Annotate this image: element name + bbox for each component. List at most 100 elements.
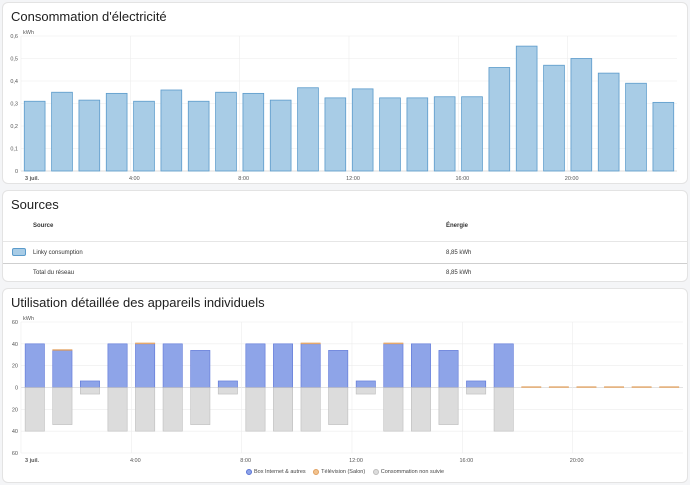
bar-hour-4 xyxy=(133,100,155,172)
bar-series-2-hour-13 xyxy=(383,387,404,432)
energy-chart: 0 0,1 0,2 0,3 0,4 0,5 0,6 kWh 3 juil. 4:00 8:00 12:… xyxy=(10,30,677,182)
header-energy[interactable]: Énergie xyxy=(446,223,469,229)
x-tick-label: 20:00 xyxy=(570,458,584,464)
bar-series-0-hour-12 xyxy=(355,380,376,388)
x-tick-label: 16:00 xyxy=(455,176,469,182)
devices-legend: Box Internet & autres Télévision (Salon)… xyxy=(3,469,687,475)
sources-card-title: Sources xyxy=(11,197,59,212)
bar-hour-6 xyxy=(187,100,210,172)
y-tick-label: 0,1 xyxy=(10,147,18,153)
y-tick-label: 0,2 xyxy=(10,124,18,130)
bar-series-0-hour-9 xyxy=(273,343,293,388)
bar-series-0-hour-6 xyxy=(190,350,211,388)
y-tick-label: 0,6 xyxy=(10,34,18,40)
bar-hour-2 xyxy=(78,99,101,172)
x-tick-label: 8:00 xyxy=(240,458,251,464)
x-tick-label: 20:00 xyxy=(565,176,579,182)
y-tick-label: 20 xyxy=(12,364,18,370)
bar-series-1-hour-20 xyxy=(576,386,597,388)
bar-series-1-hour-23 xyxy=(659,386,680,388)
bar-series-0-hour-4 xyxy=(135,343,156,388)
source-color-swatch xyxy=(12,248,26,256)
x-tick-label: 4:00 xyxy=(129,176,140,182)
bar-series-2-hour-10 xyxy=(300,387,321,432)
x-tick-label: 12:00 xyxy=(346,176,360,182)
bar-series-2-hour-2 xyxy=(80,387,100,395)
devices-card-title: Utilisation détaillée des appareils indi… xyxy=(11,295,265,310)
bar-hour-14 xyxy=(406,97,429,172)
bar-series-0-hour-2 xyxy=(80,380,100,388)
bar-series-2-hour-9 xyxy=(273,387,293,432)
bar-series-0-hour-16 xyxy=(466,380,487,388)
y-tick-label: 0,4 xyxy=(10,79,18,85)
bar-series-0-hour-7 xyxy=(217,380,238,388)
y-tick-label: 0,3 xyxy=(10,102,18,108)
bar-hour-15 xyxy=(433,96,456,172)
x-tick-label: 3 juil. xyxy=(25,458,40,464)
bar-hour-13 xyxy=(379,97,401,172)
bar-series-1-hour-22 xyxy=(631,386,652,388)
bar-hour-10 xyxy=(297,87,319,172)
bar-hour-22 xyxy=(625,82,647,172)
bar-series-2-hour-4 xyxy=(135,387,156,432)
bar-hour-20 xyxy=(570,58,593,172)
bar-hour-19 xyxy=(543,64,565,172)
bar-series-0-hour-0 xyxy=(24,343,45,388)
y-tick-label: 0,5 xyxy=(10,57,18,63)
y-tick-label: 40 xyxy=(12,342,18,348)
devices-card: Utilisation détaillée des appareils indi… xyxy=(2,288,688,483)
bar-series-2-hour-11 xyxy=(328,387,349,425)
bar-series-1-hour-1 xyxy=(52,349,73,351)
devices-chart: 60 40 20 0 20 40 60 kWh 3 juil. 4:00 8:00 12:00 16:0… xyxy=(12,316,683,464)
bar-hour-21 xyxy=(597,72,620,172)
legend-dot-icon xyxy=(313,469,320,475)
bar-series-1-hour-4 xyxy=(135,342,156,345)
legend-item-untracked[interactable]: Consommation non suivie xyxy=(372,469,444,475)
bar-hour-23 xyxy=(652,101,675,172)
bar-series-0-hour-8 xyxy=(245,343,266,388)
bar-hour-18 xyxy=(515,45,538,172)
source-energy: 8,85 kWh xyxy=(446,250,472,256)
bar-series-1-hour-10 xyxy=(300,342,321,345)
bar-hour-5 xyxy=(160,89,183,172)
bar-series-0-hour-3 xyxy=(107,343,128,388)
energy-card: Consommation d'électricité 0 0,1 0,2 0,3 0,4… xyxy=(2,2,688,184)
legend-item-tv[interactable]: Télévision (Salon) xyxy=(313,469,365,475)
bar-series-2-hour-5 xyxy=(162,387,183,432)
table-total-row: Total du réseau 8,85 kWh xyxy=(3,263,687,281)
bar-hour-1 xyxy=(51,91,73,172)
bar-series-2-hour-0 xyxy=(24,387,45,432)
y-tick-label: 0 xyxy=(15,169,18,175)
source-name: Linky consumption xyxy=(33,250,83,256)
bar-hour-0 xyxy=(23,100,46,172)
bar-hour-9 xyxy=(269,99,292,172)
sources-card: Sources Source Énergie Linky consumption… xyxy=(2,190,688,282)
header-source[interactable]: Source xyxy=(33,223,54,229)
x-tick-label: 4:00 xyxy=(130,458,141,464)
bar-series-2-hour-14 xyxy=(411,387,431,432)
bar-series-0-hour-13 xyxy=(383,343,404,388)
y-unit-label: kWh xyxy=(23,316,34,322)
bar-series-0-hour-10 xyxy=(300,343,321,388)
x-tick-label: 3 juil. xyxy=(25,176,40,182)
bar-hour-8 xyxy=(242,92,265,172)
bar-hour-16 xyxy=(461,96,483,172)
x-tick-label: 8:00 xyxy=(238,176,249,182)
bar-hour-11 xyxy=(324,97,347,172)
y-tick-label: 60 xyxy=(12,320,18,326)
bar-series-0-hour-15 xyxy=(438,350,459,388)
bar-series-2-hour-17 xyxy=(493,387,514,432)
bar-series-1-hour-13 xyxy=(383,342,404,345)
legend-dot-icon xyxy=(372,469,379,475)
legend-item-box[interactable]: Box Internet & autres xyxy=(245,469,306,475)
bar-series-1-hour-18 xyxy=(521,386,542,388)
bar-series-2-hour-6 xyxy=(190,387,211,425)
bar-series-0-hour-5 xyxy=(162,343,183,388)
y-unit-label: kWh xyxy=(23,30,34,36)
y-tick-label: 20 xyxy=(12,407,18,413)
bar-series-0-hour-17 xyxy=(493,343,514,388)
bar-series-0-hour-14 xyxy=(411,343,431,388)
x-tick-label: 16:00 xyxy=(459,458,473,464)
sources-table-header: Source Énergie xyxy=(3,223,687,237)
x-tick-label: 12:00 xyxy=(349,458,363,464)
